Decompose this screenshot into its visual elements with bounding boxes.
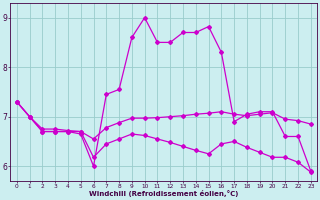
- X-axis label: Windchill (Refroidissement éolien,°C): Windchill (Refroidissement éolien,°C): [89, 190, 238, 197]
